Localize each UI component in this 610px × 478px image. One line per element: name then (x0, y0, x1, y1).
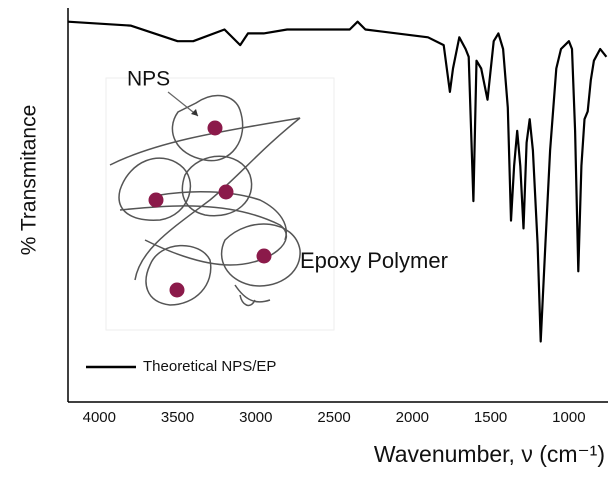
arrow-head (191, 109, 198, 116)
inset-label: NPS (127, 68, 170, 91)
legend-label: Theoretical NPS/EP (143, 358, 276, 375)
inset-frame (105, 77, 335, 331)
spectrum-line (67, 20, 608, 343)
polymer-chains (109, 94, 301, 307)
x-axis-label: Wavenumber, ν (cm⁻¹) (374, 441, 605, 467)
x-tick-label: 3000 (239, 409, 272, 426)
inset-diagram: NPS Epoxy Polymer (105, 68, 448, 331)
x-tick-label: 2500 (317, 409, 350, 426)
inset-label: Epoxy Polymer (300, 248, 448, 273)
x-tick-label: 2000 (396, 409, 429, 426)
y-axis-label: % Transmitance (18, 105, 41, 256)
x-tick-label: 3500 (161, 409, 194, 426)
x-tick-label: 1000 (552, 409, 585, 426)
x-tick-label: 4000 (83, 409, 116, 426)
nanoparticles (148, 120, 272, 298)
x-tick-label: 1500 (474, 409, 507, 426)
